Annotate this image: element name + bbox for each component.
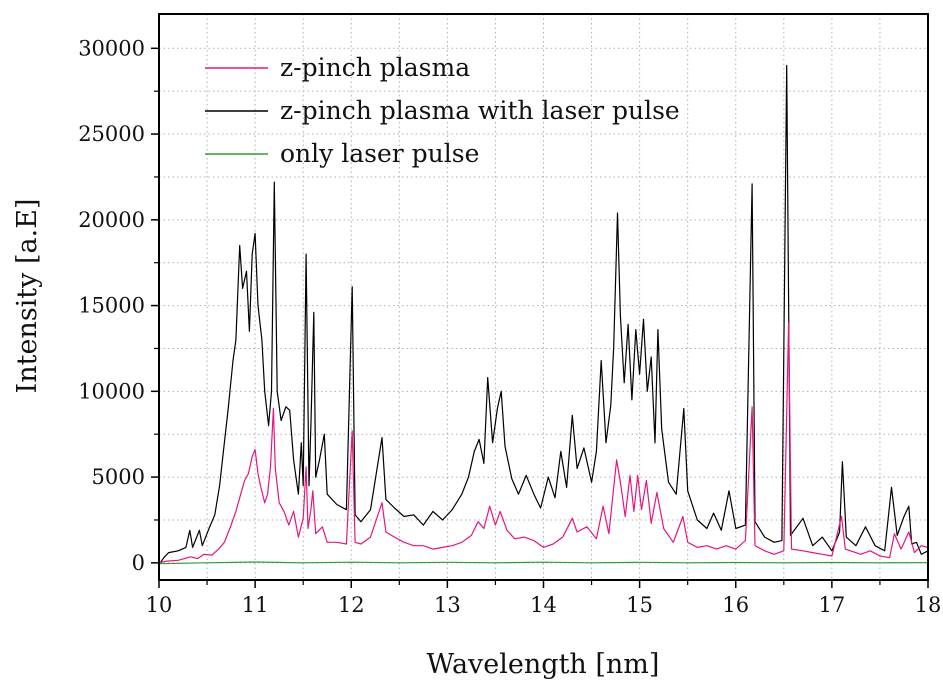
legend-label: only laser pulse — [280, 139, 479, 168]
x-tick-label: 12 — [338, 593, 365, 617]
y-tick-label: 15000 — [78, 294, 145, 318]
y-tick-label: 30000 — [78, 36, 145, 60]
x-tick-label: 16 — [722, 593, 749, 617]
series-lines — [158, 64, 929, 565]
y-tick-label: 25000 — [78, 122, 145, 146]
axis-ticks: 10 11 12 13 14 15 16 17 18 0 5000 10000 15000 20000 25… — [78, 36, 942, 617]
x-tick-label: 11 — [242, 593, 269, 617]
legend: z-pinch plasma z-pinch plasma with laser … — [205, 53, 680, 168]
y-axis-title: Intensity [a.E] — [12, 199, 43, 394]
y-tick-label: 5000 — [92, 465, 145, 489]
legend-label: z-pinch plasma — [280, 53, 470, 82]
y-tick-label: 20000 — [78, 208, 145, 232]
x-tick-label: 10 — [146, 593, 173, 617]
x-tick-label: 15 — [626, 593, 653, 617]
series-line-3 — [158, 561, 929, 565]
x-tick-label: 13 — [434, 593, 461, 617]
x-axis-title: Wavelength [nm] — [427, 649, 660, 680]
series-line-1 — [158, 322, 929, 564]
series-line-2 — [158, 64, 929, 565]
y-tick-label: 0 — [132, 551, 145, 575]
x-tick-label: 17 — [819, 593, 846, 617]
x-tick-label: 18 — [915, 593, 942, 617]
x-tick-label: 14 — [530, 593, 557, 617]
y-tick-label: 10000 — [78, 379, 145, 403]
legend-label: z-pinch plasma with laser pulse — [280, 96, 680, 125]
